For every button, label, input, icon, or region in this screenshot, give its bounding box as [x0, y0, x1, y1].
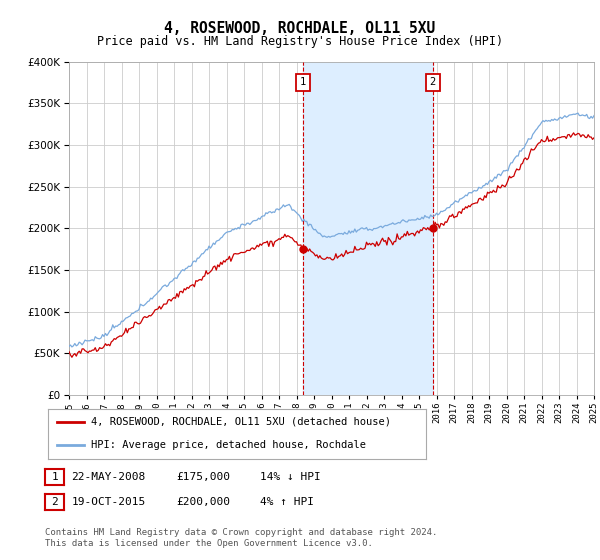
Text: 2: 2 [430, 77, 436, 87]
Text: £200,000: £200,000 [176, 497, 230, 507]
Text: HPI: Average price, detached house, Rochdale: HPI: Average price, detached house, Roch… [91, 440, 367, 450]
Text: Contains HM Land Registry data © Crown copyright and database right 2024.
This d: Contains HM Land Registry data © Crown c… [45, 528, 437, 548]
Text: 14% ↓ HPI: 14% ↓ HPI [260, 472, 321, 482]
Text: 1: 1 [300, 77, 306, 87]
Text: 4, ROSEWOOD, ROCHDALE, OL11 5XU (detached house): 4, ROSEWOOD, ROCHDALE, OL11 5XU (detache… [91, 417, 391, 427]
Text: 19-OCT-2015: 19-OCT-2015 [71, 497, 146, 507]
Text: Price paid vs. HM Land Registry's House Price Index (HPI): Price paid vs. HM Land Registry's House … [97, 35, 503, 48]
Text: 2: 2 [51, 497, 58, 507]
Text: 22-MAY-2008: 22-MAY-2008 [71, 472, 146, 482]
Text: 4% ↑ HPI: 4% ↑ HPI [260, 497, 314, 507]
Text: 1: 1 [51, 472, 58, 482]
Bar [303, 62, 433, 395]
Text: £175,000: £175,000 [176, 472, 230, 482]
Text: 4, ROSEWOOD, ROCHDALE, OL11 5XU: 4, ROSEWOOD, ROCHDALE, OL11 5XU [164, 21, 436, 36]
